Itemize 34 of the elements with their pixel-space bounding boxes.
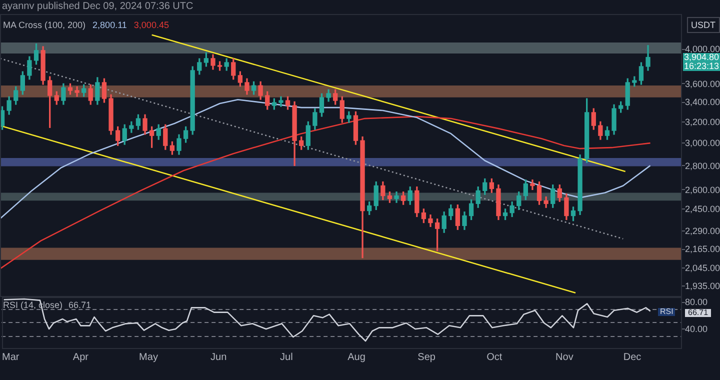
x-tick-label: Apr [72,352,90,363]
text: 16:23:13 [683,61,720,72]
y-tick-label: 2,290.00 [685,226,720,236]
annotation: 3,000.45 [132,19,170,31]
text: 3,904.80 [683,52,720,62]
y-tick-label: 2,450.00 [685,204,720,214]
annotation: 66.71 [68,299,92,311]
y-tick-label: 80.00 [685,297,708,308]
x-tick-label: May [139,352,158,363]
x-tick-label: Jun [210,352,227,363]
text: USDT [687,17,720,33]
annotation: 2,800.11 [92,19,128,31]
x-tick-label: Sep [418,352,436,363]
y-tick-label: 1,935.00 [685,280,720,291]
y-tick-label: 3,000.00 [685,138,720,148]
y-tick-label: 2,045.00 [685,262,720,273]
y-tick-label: 4,000.00 [685,44,720,54]
y-tick-label: 3,600.00 [685,78,720,89]
text: 66.71 [685,308,712,318]
x-tick-label: Dec [623,352,642,363]
y-tick-label: 2,165.00 [685,244,720,254]
y-tick-label: 2,800.00 [685,160,720,171]
chart-title: ayannv published Dec 09, 2024 07:36 UTC [2,1,194,13]
x-tick-label: Oct [486,352,502,363]
x-tick-label: Mar [2,352,20,363]
x-tick-label: Jul [280,352,293,363]
y-tick-label: 3,400.00 [685,97,720,108]
x-tick-label: Nov [556,352,574,363]
y-tick-label: 40.00 [685,324,708,334]
y-tick-label: 2,600.00 [685,184,720,195]
x-tick-label: Aug [348,352,366,363]
annotation: MA Cross (100, 200) [2,19,87,31]
y-tick-label: 3,200.00 [685,117,720,128]
annotation: RSI [658,307,676,316]
